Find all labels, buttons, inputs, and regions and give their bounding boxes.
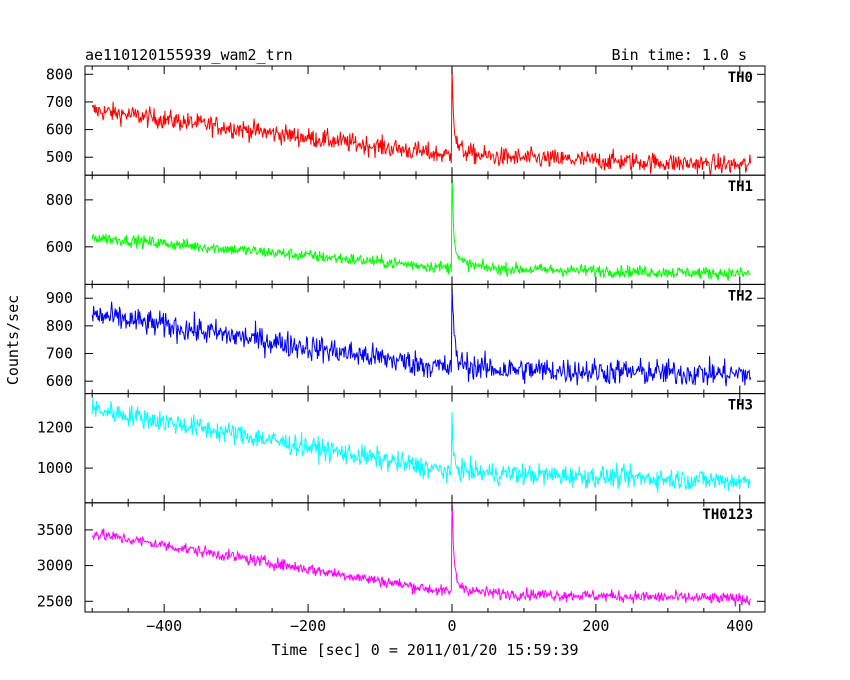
bin-time-label: Bin time: 1.0 s: [612, 46, 747, 64]
y-tick-label: 3000: [37, 557, 73, 575]
panel-th2: 600 700 800 900 TH2: [46, 283, 766, 395]
y-tick-label: 2500: [37, 592, 73, 610]
y-tick-label: 900: [46, 289, 73, 307]
y-axis-label: Counts/sec: [4, 295, 22, 385]
y-tick-label: 600: [46, 121, 73, 139]
y-tick-label: 1200: [37, 418, 73, 436]
y-tick-label: 1000: [37, 459, 73, 477]
y-tick-label: 800: [46, 317, 73, 335]
panel-label-th0: TH0: [728, 70, 753, 86]
y-tick-label: 500: [46, 148, 73, 166]
panel-th0123: 2500 3000 3500 TH0123: [37, 502, 766, 613]
panel-th0: 500 600 700 800 TH0: [46, 65, 766, 176]
panel-label-th1: TH1: [728, 179, 753, 195]
y-tick-label: 700: [46, 93, 73, 111]
panel-th3: 1000 1200 TH3: [37, 393, 766, 504]
panels-group: 500 600 700 800 TH0 600 800 TH1 600 700 800 900 TH2 1…: [37, 65, 766, 613]
panel-frame: [84, 502, 766, 613]
x-tick-label: −400: [146, 617, 182, 635]
x-tick-label: 200: [582, 617, 609, 635]
series-line-th0: [91, 65, 752, 176]
panel-th1: 600 800 TH1: [46, 174, 766, 285]
panel-label-th3: TH3: [728, 398, 753, 414]
series-line-th3: [91, 397, 751, 494]
panel-frame: [84, 393, 766, 504]
y-tick-label: 600: [46, 238, 73, 256]
x-axis-label: Time [sec] 0 = 2011/01/20 15:59:39: [271, 641, 578, 659]
y-tick-label: 700: [46, 345, 73, 363]
x-axis: −400 −200 0 200 400: [146, 617, 753, 635]
x-tick-label: 0: [447, 617, 456, 635]
y-tick-label: 600: [46, 372, 73, 390]
y-tick-label: 3500: [37, 521, 73, 539]
chart-title: ae110120155939_wam2_trn: [85, 46, 293, 64]
series-line-th0123: [91, 502, 752, 607]
x-tick-label: 400: [726, 617, 753, 635]
y-tick-label: 800: [46, 65, 73, 83]
series-line-th2: [91, 284, 752, 387]
x-tick-label: −200: [290, 617, 326, 635]
panel-label-th0123: TH0123: [702, 507, 753, 523]
y-tick-label: 800: [46, 191, 73, 209]
series-line-th1: [91, 175, 751, 282]
panel-label-th2: TH2: [728, 288, 753, 304]
